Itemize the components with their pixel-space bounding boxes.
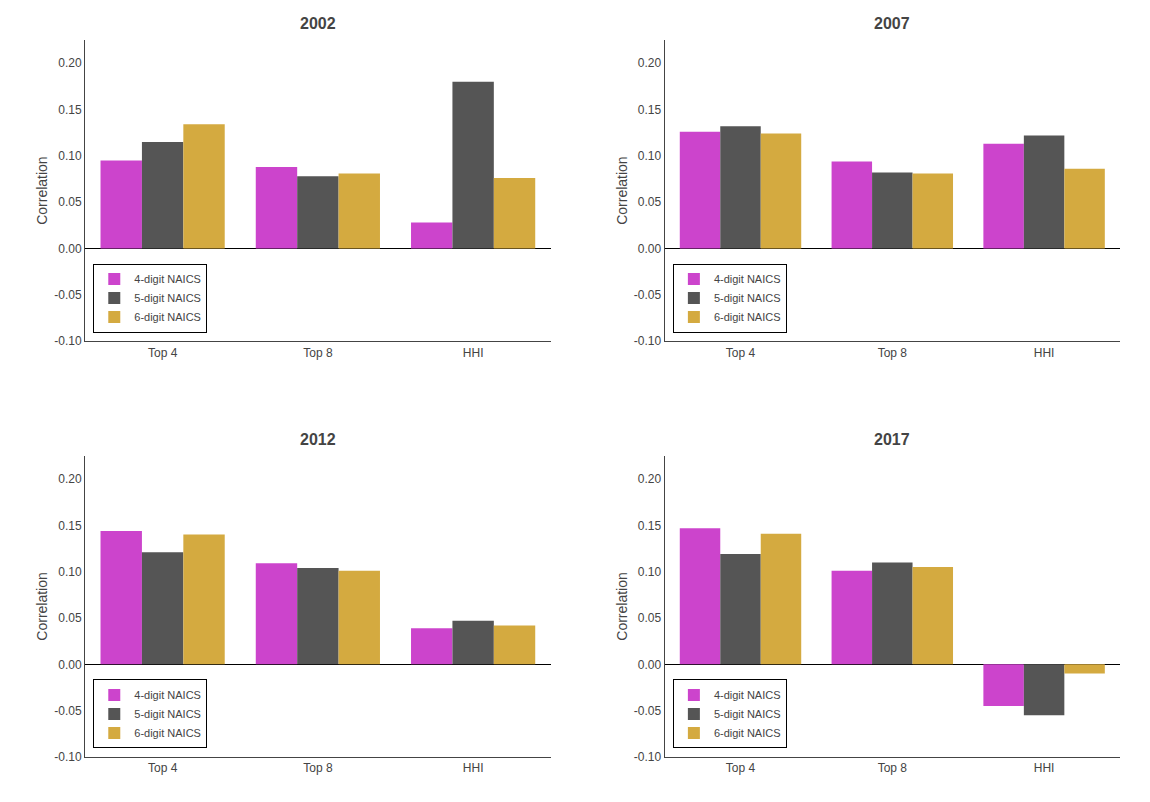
svg-text:0.05: 0.05 (638, 611, 662, 625)
svg-text:Top 4: Top 4 (148, 761, 178, 775)
svg-text:4-digit NAICS: 4-digit NAICS (134, 689, 201, 701)
svg-text:-0.10: -0.10 (634, 334, 662, 348)
svg-text:5-digit NAICS: 5-digit NAICS (714, 292, 781, 304)
svg-text:2002: 2002 (300, 15, 336, 32)
svg-text:5-digit NAICS: 5-digit NAICS (134, 708, 201, 720)
svg-text:Top 4: Top 4 (726, 761, 756, 775)
svg-text:HHI: HHI (463, 761, 484, 775)
svg-text:-0.05: -0.05 (634, 288, 662, 302)
svg-text:HHI: HHI (1034, 346, 1055, 360)
svg-text:4-digit NAICS: 4-digit NAICS (714, 273, 781, 285)
svg-text:Correlation: Correlation (614, 156, 630, 224)
svg-text:-0.05: -0.05 (634, 704, 662, 718)
svg-text:0.15: 0.15 (638, 519, 662, 533)
svg-text:0.10: 0.10 (58, 149, 82, 163)
svg-text:-0.10: -0.10 (634, 750, 662, 764)
svg-text:HHI: HHI (463, 346, 484, 360)
svg-text:HHI: HHI (1034, 761, 1055, 775)
svg-text:0.20: 0.20 (638, 472, 662, 486)
svg-text:0.15: 0.15 (58, 103, 82, 117)
svg-text:6-digit NAICS: 6-digit NAICS (714, 311, 781, 323)
svg-text:Top 4: Top 4 (726, 346, 756, 360)
svg-text:0.15: 0.15 (638, 103, 662, 117)
svg-text:Top 8: Top 8 (878, 761, 908, 775)
svg-text:0.00: 0.00 (638, 658, 662, 672)
svg-text:6-digit NAICS: 6-digit NAICS (714, 727, 781, 739)
svg-text:6-digit NAICS: 6-digit NAICS (134, 727, 201, 739)
svg-text:0.05: 0.05 (58, 195, 82, 209)
svg-text:0.15: 0.15 (58, 519, 82, 533)
svg-text:-0.10: -0.10 (54, 334, 82, 348)
svg-text:4-digit NAICS: 4-digit NAICS (134, 273, 201, 285)
svg-text:-0.05: -0.05 (54, 288, 82, 302)
svg-text:0.10: 0.10 (638, 565, 662, 579)
svg-text:2012: 2012 (300, 431, 336, 448)
svg-text:4-digit NAICS: 4-digit NAICS (714, 689, 781, 701)
svg-text:0.00: 0.00 (58, 658, 82, 672)
svg-text:2017: 2017 (874, 431, 910, 448)
svg-text:0.20: 0.20 (638, 56, 662, 70)
svg-text:0.05: 0.05 (58, 611, 82, 625)
svg-text:0.05: 0.05 (638, 195, 662, 209)
svg-text:0.10: 0.10 (638, 149, 662, 163)
svg-text:Correlation: Correlation (34, 572, 50, 640)
svg-text:Top 4: Top 4 (148, 346, 178, 360)
svg-text:0.10: 0.10 (58, 565, 82, 579)
svg-text:5-digit NAICS: 5-digit NAICS (134, 292, 201, 304)
svg-text:Correlation: Correlation (34, 156, 50, 224)
svg-text:6-digit NAICS: 6-digit NAICS (134, 311, 201, 323)
svg-text:0.00: 0.00 (58, 242, 82, 256)
svg-text:Top 8: Top 8 (878, 346, 908, 360)
svg-text:2007: 2007 (874, 15, 910, 32)
svg-text:-0.05: -0.05 (54, 704, 82, 718)
svg-text:0.20: 0.20 (58, 472, 82, 486)
svg-text:Top 8: Top 8 (303, 761, 333, 775)
svg-text:-0.10: -0.10 (54, 750, 82, 764)
svg-text:0.20: 0.20 (58, 56, 82, 70)
svg-text:Correlation: Correlation (614, 572, 630, 640)
svg-text:Top 8: Top 8 (303, 346, 333, 360)
svg-text:5-digit NAICS: 5-digit NAICS (714, 708, 781, 720)
svg-text:0.00: 0.00 (638, 242, 662, 256)
